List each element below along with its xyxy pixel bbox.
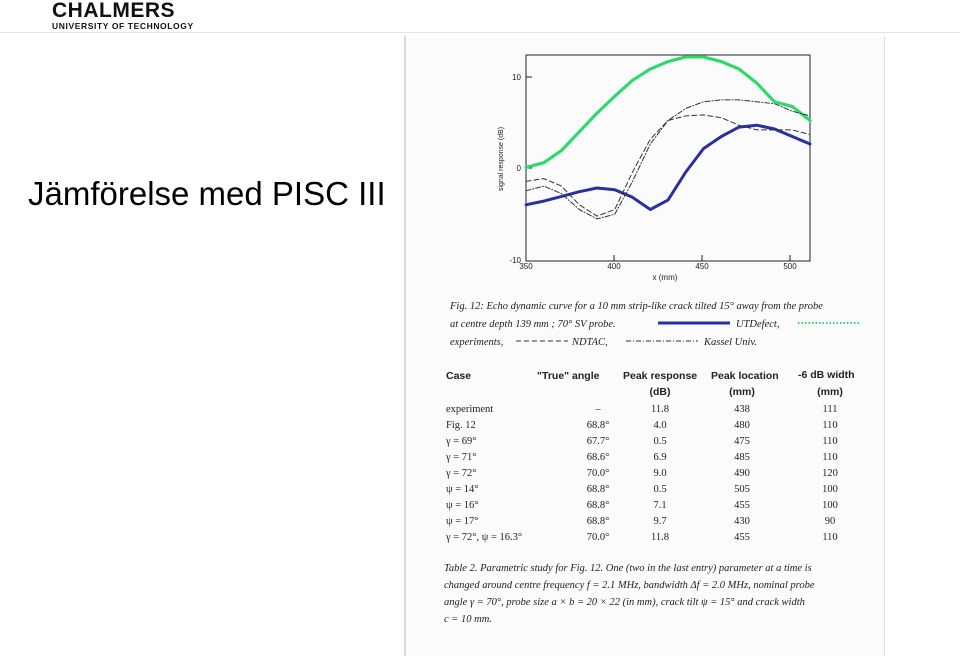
logo-subtitle: UNIVERSITY OF TECHNOLOGY xyxy=(52,21,194,31)
table-header-peak-response: Peak response xyxy=(623,370,697,382)
table-header-true-angle: "True" angle xyxy=(537,370,600,382)
table-cell-width: 110 xyxy=(822,532,837,543)
scan-right-edge xyxy=(884,36,885,656)
slide-title: Jämförelse med PISC III xyxy=(28,175,386,212)
table-cell-width: 110 xyxy=(822,436,837,447)
x-axis-ticks: 350 400 450 500 xyxy=(519,255,797,271)
y-tick-label: -10 xyxy=(509,256,521,265)
table-cell-peak-response: 11.8 xyxy=(651,532,669,543)
x-tick-label: 450 xyxy=(695,262,709,271)
table-cell-case: ψ = 14° xyxy=(446,484,478,495)
table-unit-mm: (mm) xyxy=(729,386,755,398)
table-body: experiment – 11.8 438 111 Fig. 12 68.8° 4.0 480 1… xyxy=(445,404,838,543)
plot-frame xyxy=(525,54,811,262)
x-axis-label: x (mm) xyxy=(653,273,678,282)
table-cell-case: γ = 72° xyxy=(445,468,477,479)
table-cell-peak-response: 4.0 xyxy=(653,420,666,431)
table-cell-peak-location: 490 xyxy=(734,468,750,479)
table-cell-width: 120 xyxy=(822,468,838,479)
y-tick-label: 0 xyxy=(517,164,522,173)
table-cell-true-angle: 67.7° xyxy=(587,436,610,447)
table-cell-peak-response: 6.9 xyxy=(653,452,666,463)
table-unit-db: (dB) xyxy=(650,386,671,398)
table-cell-peak-location: 430 xyxy=(734,516,750,527)
y-tick-label: 10 xyxy=(512,73,521,82)
table-cell-true-angle: 68.8° xyxy=(587,516,610,527)
table-cell-peak-location: 475 xyxy=(734,436,750,447)
table-cell-peak-response: 0.5 xyxy=(653,436,666,447)
series-line-kassel-univ xyxy=(525,99,811,220)
figure-caption-line1: Fig. 12: Echo dynamic curve for a 10 mm … xyxy=(449,301,823,312)
table-cell-width: 100 xyxy=(822,484,838,495)
table-caption-line3: angle γ = 70°, probe size a × b = 20 × 2… xyxy=(444,597,805,608)
chalmers-logo: CHALMERS UNIVERSITY OF TECHNOLOGY xyxy=(52,0,194,31)
x-tick-label: 400 xyxy=(607,262,621,271)
series-line-utdefect xyxy=(524,123,812,211)
table-row: ψ = 16° 68.8° 7.1 455 100 xyxy=(446,500,838,511)
table-row: γ = 72° 70.0° 9.0 490 120 xyxy=(445,468,838,479)
table-header-case: Case xyxy=(446,370,471,382)
table-cell-true-angle: 70.0° xyxy=(587,468,610,479)
y-axis-ticks: 10 0 -10 xyxy=(509,73,532,265)
table-cell-peak-location: 505 xyxy=(734,484,750,495)
table-header-width: -6 dB width xyxy=(798,369,855,381)
table-cell-case: ψ = 17° xyxy=(446,516,478,527)
table-row: ψ = 14° 68.8° 0.5 505 100 xyxy=(446,484,838,495)
table-cell-case: γ = 69° xyxy=(445,436,477,447)
table-cell-true-angle: 70.0° xyxy=(587,532,610,543)
y-axis-label: signal response (dB) xyxy=(498,127,505,191)
x-tick-label: 500 xyxy=(783,262,797,271)
table-cell-peak-location: 455 xyxy=(734,532,750,543)
table-cell-true-angle: – xyxy=(594,404,601,415)
table-cell-peak-response: 9.0 xyxy=(653,468,666,479)
header-divider xyxy=(0,32,960,33)
table-cell-width: 90 xyxy=(825,516,836,527)
table-cell-true-angle: 68.8° xyxy=(587,420,610,431)
table-cell-true-angle: 68.8° xyxy=(587,484,610,495)
series-line-experiments xyxy=(524,55,812,169)
table-cell-peak-location: 455 xyxy=(734,500,750,511)
x-tick-label: 350 xyxy=(519,262,533,271)
table-unit-mm: (mm) xyxy=(817,386,843,398)
table-cell-width: 100 xyxy=(822,500,838,511)
scanned-page-svg: 10 0 -10 350 400 450 500 x (mm) signal r… xyxy=(444,54,860,625)
table-cell-case: γ = 71° xyxy=(445,452,477,463)
table-cell-true-angle: 68.8° xyxy=(587,500,610,511)
table-cell-case: experiment xyxy=(446,404,493,415)
table-header-peak-location: Peak location xyxy=(711,370,779,382)
table-cell-peak-location: 485 xyxy=(734,452,750,463)
legend-kassel-label: Kassel Univ. xyxy=(703,337,757,348)
table-cell-peak-response: 9.7 xyxy=(653,516,666,527)
table-row: γ = 71° 68.6° 6.9 485 110 xyxy=(445,452,838,463)
table-cell-peak-location: 438 xyxy=(734,404,750,415)
logo-name: CHALMERS xyxy=(52,0,175,22)
table-caption-line1: Table 2. Parametric study for Fig. 12. O… xyxy=(444,563,812,574)
table-cell-case: ψ = 16° xyxy=(446,500,478,511)
table-cell-true-angle: 68.6° xyxy=(587,452,610,463)
table-row: ψ = 17° 68.8° 9.7 430 90 xyxy=(446,516,835,527)
figure-caption-line2: at centre depth 139 mm ; 70° SV probe. xyxy=(450,319,616,330)
table-header-row: Case "True" angle Peak response Peak loc… xyxy=(446,369,855,398)
table-cell-peak-response: 11.8 xyxy=(651,404,669,415)
table-caption-line2: changed around centre frequency f = 2.1 … xyxy=(444,580,815,591)
table-cell-peak-response: 0.5 xyxy=(653,484,666,495)
table-cell-width: 111 xyxy=(823,404,838,415)
table-row: Fig. 12 68.8° 4.0 480 110 xyxy=(446,420,838,431)
scan-left-edge xyxy=(404,36,406,656)
table-cell-peak-response: 7.1 xyxy=(653,500,666,511)
table-cell-width: 110 xyxy=(822,452,837,463)
table-cell-case: γ = 72°, ψ = 16.3° xyxy=(445,532,522,543)
figure-caption-line3: experiments, xyxy=(450,337,503,348)
table-row: experiment – 11.8 438 111 xyxy=(446,404,837,415)
table-row: γ = 69° 67.7° 0.5 475 110 xyxy=(445,436,838,447)
table-cell-peak-location: 480 xyxy=(734,420,750,431)
legend-ndtac-label: NDTAC, xyxy=(571,337,608,348)
table-cell-width: 110 xyxy=(822,420,837,431)
table-caption-line4: c = 10 mm. xyxy=(444,614,492,625)
legend-utdefect-label: UTDefect, xyxy=(736,319,779,330)
series-layer xyxy=(524,55,812,220)
table-row: γ = 72°, ψ = 16.3° 70.0° 11.8 455 110 xyxy=(445,532,838,543)
table-cell-case: Fig. 12 xyxy=(446,420,476,431)
scanned-document: 10 0 -10 350 400 450 500 x (mm) signal r… xyxy=(404,36,886,656)
